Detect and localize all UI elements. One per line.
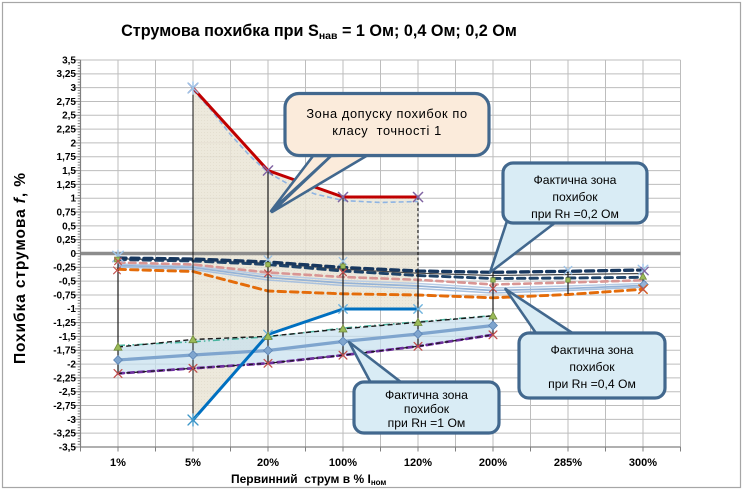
svg-text:1,25: 1,25 (57, 180, 77, 191)
svg-text:1,5: 1,5 (62, 166, 76, 177)
svg-text:2,25: 2,25 (57, 125, 77, 136)
svg-text:Похибка струмова f, %: Похибка струмова f, % (12, 172, 29, 364)
svg-text:класу точності 1: класу точності 1 (332, 123, 442, 138)
svg-text:-0,5: -0,5 (59, 277, 77, 288)
svg-text:1: 1 (70, 194, 76, 205)
svg-text:100%: 100% (329, 457, 357, 469)
svg-text:0: 0 (70, 249, 76, 260)
svg-text:-1,25: -1,25 (53, 318, 76, 329)
svg-text:3,25: 3,25 (57, 69, 77, 80)
svg-text:3,5: 3,5 (62, 55, 76, 66)
svg-text:285%: 285% (554, 457, 582, 469)
svg-text:0,75: 0,75 (57, 207, 77, 218)
svg-text:3: 3 (70, 83, 76, 94)
svg-text:Струмова похибка при Sнав = 1: Струмова похибка при Sнав = 1 Ом; 0,4 Ом… (121, 22, 517, 42)
svg-text:-2,25: -2,25 (53, 373, 76, 384)
svg-text:похибок: похибок (569, 360, 615, 374)
svg-text:при Rн =0,4 Ом: при Rн =0,4 Ом (548, 377, 636, 391)
svg-text:200%: 200% (479, 457, 507, 469)
svg-text:-2,75: -2,75 (53, 401, 76, 412)
svg-text:Зона допуску похибок по: Зона допуску похибок по (306, 106, 467, 121)
svg-text:2: 2 (70, 138, 76, 149)
svg-text:похибок: похибок (552, 190, 598, 204)
svg-text:-0,75: -0,75 (53, 290, 76, 301)
svg-text:при Rн =1 Ом: при Rн =1 Ом (388, 416, 466, 430)
svg-text:-2: -2 (67, 360, 76, 371)
svg-text:Фактична зона: Фактична зона (385, 388, 468, 402)
svg-text:-0,25: -0,25 (53, 263, 76, 274)
svg-text:при Rн =0,2 Ом: при Rн =0,2 Ом (531, 207, 619, 221)
svg-text:похибок: похибок (404, 402, 450, 416)
svg-text:1,75: 1,75 (57, 152, 77, 163)
svg-text:Фактична зона: Фактична зона (551, 343, 634, 357)
svg-text:-3,5: -3,5 (59, 442, 77, 453)
svg-text:-2,5: -2,5 (59, 387, 77, 398)
svg-text:-1: -1 (67, 304, 76, 315)
svg-text:2,5: 2,5 (62, 111, 76, 122)
svg-text:-3,25: -3,25 (53, 429, 76, 440)
svg-text:5%: 5% (185, 457, 201, 469)
svg-text:0,25: 0,25 (57, 235, 77, 246)
svg-text:Первинний струм в % Іном: Первинний струм в % Іном (231, 472, 386, 487)
svg-text:0,5: 0,5 (62, 221, 76, 232)
svg-text:2,75: 2,75 (57, 97, 77, 108)
svg-text:Фактична зона: Фактична зона (534, 173, 617, 187)
svg-text:-1,75: -1,75 (53, 346, 76, 357)
svg-text:20%: 20% (257, 457, 279, 469)
svg-text:1%: 1% (110, 457, 126, 469)
svg-text:300%: 300% (629, 457, 657, 469)
svg-text:-3: -3 (67, 415, 76, 426)
svg-text:-1,5: -1,5 (59, 332, 77, 343)
svg-text:120%: 120% (404, 457, 432, 469)
